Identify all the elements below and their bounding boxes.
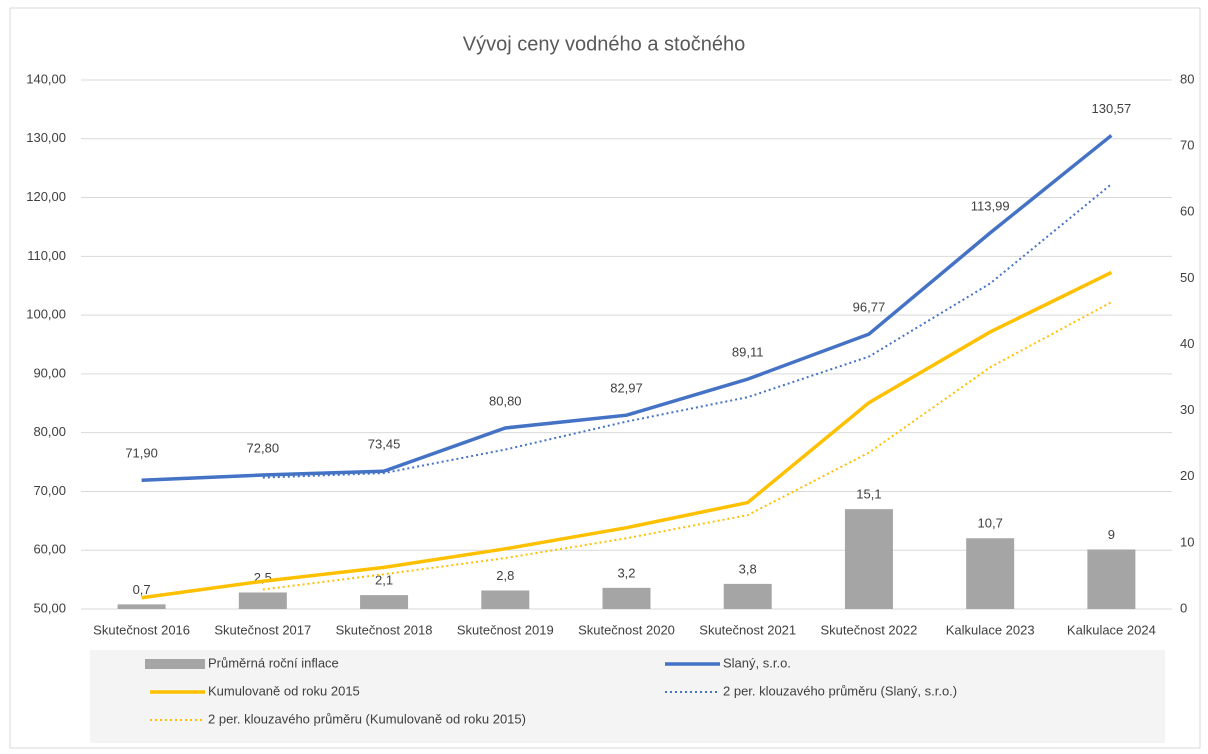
y2-tick-label: 40 [1180,336,1194,351]
chart-title: Vývoj ceny vodného a stočného [463,33,745,55]
y2-tick-label: 70 [1180,138,1194,153]
data-label: 130,57 [1092,101,1132,116]
legend-box [90,650,1165,743]
data-label: 72,80 [247,440,280,455]
legend-label: Slaný, s.r.o. [723,655,791,670]
y2-tick-label: 0 [1180,600,1187,615]
data-label: 2,1 [375,573,393,588]
data-label: 0,7 [133,582,151,597]
data-label: 82,97 [610,381,643,396]
y2-tick-label: 30 [1180,402,1194,417]
bar [481,590,530,609]
y2-tick-label: 10 [1180,534,1194,549]
y-tick-label: 110,00 [27,248,66,263]
x-tick-label: Skutečnost 2016 [93,622,190,637]
y2-tick-label: 80 [1180,71,1194,86]
bar [360,595,409,609]
chart-border [9,7,1201,749]
y2-tick-label: 20 [1180,468,1194,483]
data-label: 15,1 [856,487,881,502]
legend-label: 2 per. klouzavého průměru (Kumulovaně od… [208,711,526,726]
line [262,301,1112,591]
bar [723,583,772,609]
data-label: 3,2 [617,565,635,580]
bar [844,509,893,609]
x-tick-label: Skutečnost 2020 [578,622,675,637]
y-tick-label: 120,00 [26,189,66,204]
x-tick-label: Skutečnost 2021 [699,622,796,637]
y-tick-label: 60,00 [33,542,66,557]
data-label: 71,90 [125,446,158,461]
y-tick-label: 50,00 [33,600,66,615]
data-label: 9 [1108,527,1115,542]
bar [966,538,1015,609]
y-tick-label: 80,00 [33,424,66,439]
data-label: 113,99 [971,198,1010,213]
data-label: 10,7 [978,516,1003,531]
y-tick-label: 90,00 [33,365,66,380]
bar [602,587,651,609]
data-label: 2,8 [496,568,514,583]
data-label: 80,80 [489,393,522,408]
x-tick-label: Skutečnost 2018 [336,622,433,637]
legend-label: 2 per. klouzavého průměru (Slaný, s.r.o.… [723,683,957,698]
y-tick-label: 140,00 [26,71,66,86]
y-tick-label: 70,00 [33,483,66,498]
y2-tick-label: 60 [1180,204,1194,219]
bar [238,592,287,609]
x-tick-label: Skutečnost 2019 [457,622,554,637]
legend-label: Průměrná roční inflace [208,655,339,670]
line [141,270,1113,600]
data-label: 3,8 [739,561,757,576]
data-label: 96,77 [853,300,886,315]
y2-tick-label: 50 [1180,270,1194,285]
bar [1087,549,1136,609]
line [262,183,1113,479]
x-tick-label: Kalkulace 2024 [1067,622,1156,637]
bar [117,604,166,609]
x-tick-label: Skutečnost 2022 [821,622,918,637]
data-label: 73,45 [368,437,401,452]
x-tick-label: Kalkulace 2023 [946,622,1035,637]
y-tick-label: 130,00 [26,130,66,145]
legend-label: Kumulovaně od roku 2015 [208,683,360,698]
data-label: 89,11 [732,345,764,360]
x-tick-label: Skutečnost 2017 [214,622,311,637]
y-tick-label: 100,00 [26,307,66,322]
line [141,134,1113,483]
legend-swatch [145,659,205,669]
